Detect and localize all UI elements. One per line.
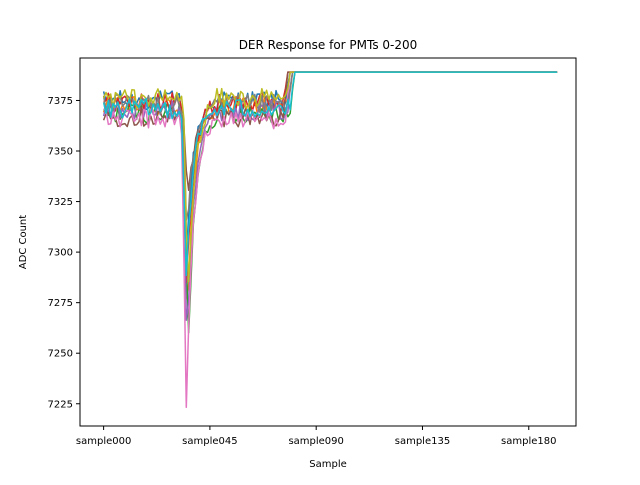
x-tick-label: sample180 — [501, 436, 556, 447]
plot-area — [79, 57, 577, 427]
chart-title: DER Response for PMTs 0-200 — [239, 38, 418, 52]
x-tick-label: sample045 — [182, 436, 237, 447]
plot-frame — [79, 57, 577, 427]
y-tick-label: 7300 — [48, 248, 73, 259]
series-line — [102, 71, 558, 277]
x-tick-label: sample135 — [395, 436, 450, 447]
y-tick-label: 7275 — [48, 298, 73, 309]
y-tick-label: 7250 — [48, 349, 73, 360]
y-tick-label: 7350 — [48, 147, 73, 158]
x-axis: sample000 sample045 sample090 sample135 samp… — [76, 426, 556, 447]
y-tick-label: 7225 — [48, 399, 73, 410]
series-layer — [102, 71, 558, 409]
x-axis-label: Sample — [309, 459, 347, 470]
x-tick-label: sample090 — [288, 436, 343, 447]
y-tick-label: 7375 — [48, 96, 73, 107]
y-tick-label: 7325 — [48, 197, 73, 208]
x-tick-label: sample000 — [76, 436, 131, 447]
y-axis-label: ADC Count — [18, 215, 29, 269]
y-axis: 7225 7250 7275 7300 7325 7350 7375 — [48, 96, 80, 410]
